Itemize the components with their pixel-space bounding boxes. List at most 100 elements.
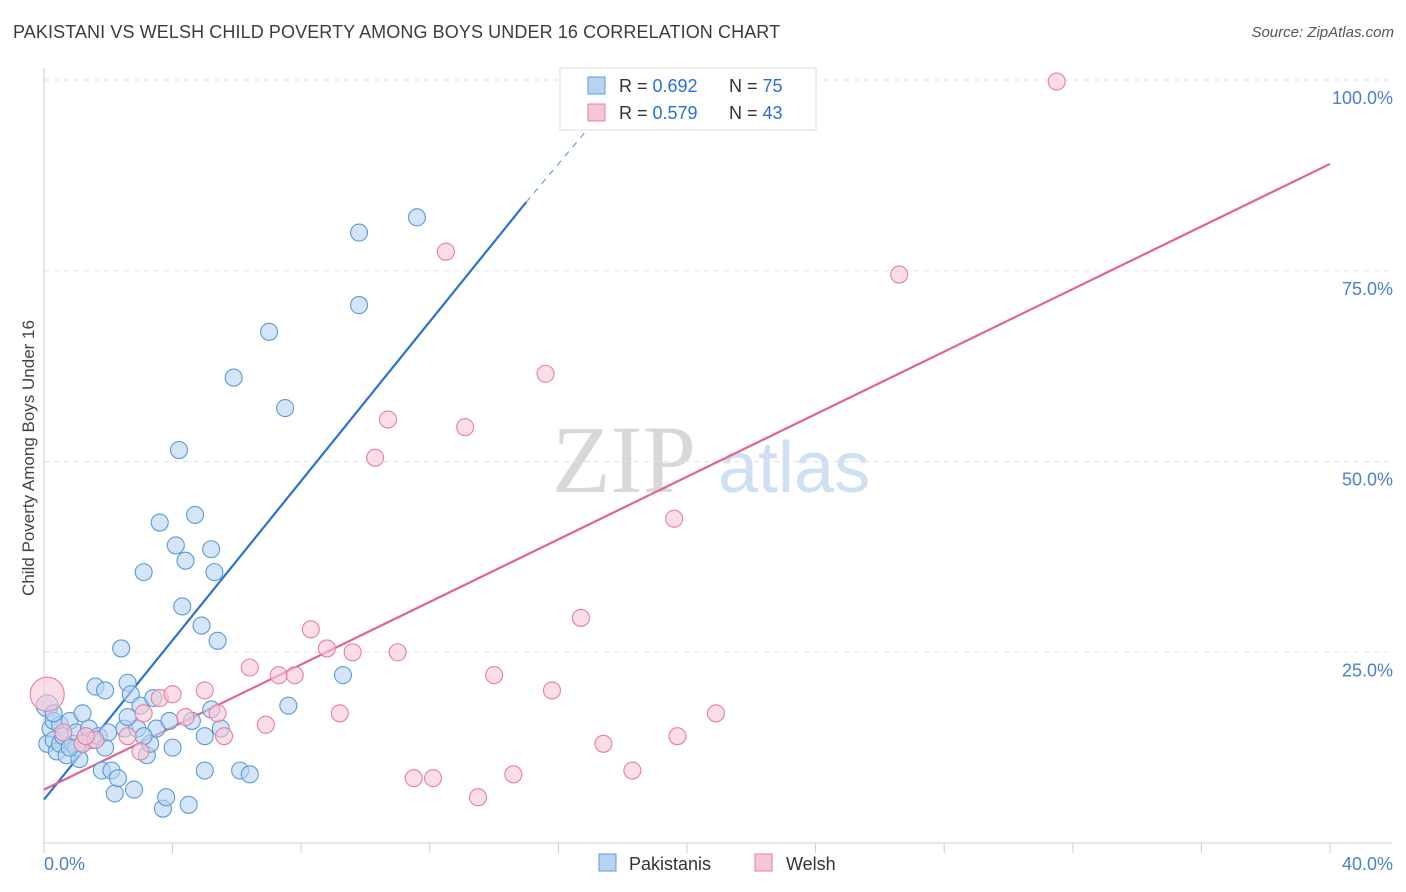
x-tick-label-1: 40.0% <box>1342 854 1393 874</box>
pakistani-point-70 <box>96 681 115 700</box>
source-label: Source: ZipAtlas.com <box>1251 24 1394 41</box>
pakistani-point-62 <box>279 696 298 715</box>
welsh-point-32 <box>542 681 562 700</box>
welsh-point-29 <box>485 666 504 685</box>
welsh-point-25 <box>423 769 443 788</box>
y-tick-label-1: 50.0% <box>1342 470 1393 490</box>
welsh-point-35 <box>623 761 642 780</box>
welsh-point-34 <box>594 734 613 753</box>
pakistani-point-59 <box>240 765 259 784</box>
x-tick-label-0: 0.0% <box>44 854 85 874</box>
welsh-point-18 <box>317 639 336 658</box>
welsh-point-37 <box>665 509 684 528</box>
legend-r-label-2: R = <box>619 103 653 123</box>
legend-bottom-swatch-pakistani <box>598 853 617 872</box>
pakistani-point-57 <box>224 368 243 387</box>
welsh-point-39 <box>890 265 909 284</box>
legend-bottom-swatch-welsh <box>754 853 773 872</box>
welsh-trend-line <box>43 162 1331 791</box>
legend-top: R = 0.692 N = 75 R = 0.579 N = 43 <box>559 67 817 131</box>
legend-n-value-1: 75 <box>763 76 783 96</box>
pakistani-point-34 <box>134 563 153 582</box>
pakistani-point-74 <box>195 727 214 746</box>
y-axis-label: Child Poverty Among Boys Under 16 <box>19 320 38 596</box>
welsh-point-8 <box>163 685 182 704</box>
y-tick-label-2: 75.0% <box>1342 279 1393 299</box>
pakistani-point-43 <box>163 738 182 757</box>
pakistani-point-71 <box>118 708 137 727</box>
legend-bottom: Pakistanis Welsh <box>598 853 836 874</box>
pakistani-point-63 <box>333 666 353 685</box>
welsh-point-11 <box>208 704 227 723</box>
pakistani-point-54 <box>208 631 227 650</box>
pakistani-point-66 <box>407 208 426 227</box>
legend-r-value-2: 0.579 <box>653 103 698 123</box>
data-points <box>29 72 1066 818</box>
pakistani-point-26 <box>108 769 127 788</box>
welsh-point-26 <box>436 242 455 261</box>
welsh-point-5 <box>131 742 150 761</box>
legend-n-label-2: N = <box>729 103 763 123</box>
pakistani-point-31 <box>124 780 144 799</box>
svg-text:R = 0.692: R = 0.692 <box>619 76 698 96</box>
pakistani-point-46 <box>173 597 192 616</box>
pakistani-point-39 <box>150 513 169 532</box>
legend-r-value-1: 0.692 <box>653 76 698 96</box>
pakistani-point-41 <box>157 788 176 807</box>
pakistani-point-50 <box>192 616 211 635</box>
welsh-point-6 <box>134 704 153 723</box>
welsh-point-9 <box>176 708 195 727</box>
welsh-point-27 <box>456 418 475 437</box>
pakistani-point-52 <box>202 540 221 559</box>
welsh-point-23 <box>388 643 407 662</box>
welsh-point-14 <box>256 715 275 734</box>
welsh-point-12 <box>214 727 234 746</box>
pakistani-point-60 <box>259 322 279 341</box>
y-tick-label-3: 100.0% <box>1332 88 1393 108</box>
welsh-point-21 <box>366 448 385 467</box>
welsh-point-17 <box>301 620 320 639</box>
pakistani-point-53 <box>205 563 224 582</box>
pakistani-point-44 <box>166 536 185 555</box>
welsh-point-42 <box>76 727 95 746</box>
chart-title: PAKISTANI VS WELSH CHILD POVERTY AMONG B… <box>13 22 781 42</box>
pakistani-point-72 <box>134 727 153 746</box>
legend-bottom-label-welsh: Welsh <box>786 854 836 874</box>
welsh-point-40 <box>1047 72 1066 91</box>
welsh-point-33 <box>571 608 590 627</box>
svg-text:N = 43: N = 43 <box>729 103 783 123</box>
welsh-point-13 <box>240 658 259 677</box>
legend-bottom-label-pakistani: Pakistanis <box>629 854 711 874</box>
legend-n-value-2: 43 <box>763 103 783 123</box>
legend-swatch-pakistani <box>587 76 606 95</box>
svg-text:R = 0.579: R = 0.579 <box>619 103 698 123</box>
welsh-point-4 <box>118 727 137 746</box>
welsh-point-10 <box>195 681 214 700</box>
welsh-point-22 <box>378 410 398 429</box>
pakistani-point-61 <box>276 399 295 418</box>
welsh-point-15 <box>269 666 288 685</box>
pakistani-point-25 <box>105 784 124 803</box>
pakistani-point-64 <box>350 223 369 242</box>
pakistani-point-45 <box>169 441 189 460</box>
pakistani-point-49 <box>186 505 205 524</box>
welsh-point-1 <box>54 723 73 742</box>
tick-labels: 25.0% 50.0% 75.0% 100.0% 0.0% 40.0% <box>44 88 1393 874</box>
welsh-point-30 <box>504 765 523 784</box>
watermark-zip: ZIP <box>552 406 696 513</box>
pakistani-point-65 <box>350 296 369 315</box>
pakistani-point-51 <box>195 761 214 780</box>
watermark-atlas: atlas <box>718 428 870 508</box>
legend-r-label-1: R = <box>619 76 653 96</box>
welsh-point-36 <box>668 727 687 746</box>
welsh-point-19 <box>330 704 349 723</box>
welsh-point-20 <box>343 643 362 662</box>
pakistani-point-42 <box>160 711 179 730</box>
welsh-point-24 <box>404 769 423 788</box>
welsh-point-38 <box>706 704 725 723</box>
welsh-point-0 <box>29 676 65 712</box>
y-tick-label-0: 25.0% <box>1342 660 1393 680</box>
legend-n-label-1: N = <box>729 76 763 96</box>
pakistani-point-27 <box>112 639 131 658</box>
